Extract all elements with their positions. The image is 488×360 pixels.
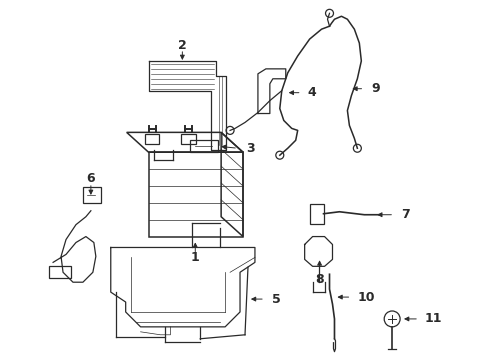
Text: 2: 2 — [178, 39, 186, 51]
Text: 8: 8 — [315, 273, 323, 286]
Text: 9: 9 — [370, 82, 379, 95]
Bar — [309, 204, 323, 224]
Text: 4: 4 — [307, 86, 316, 99]
Bar — [83, 187, 101, 203]
Text: 5: 5 — [271, 293, 280, 306]
Text: 3: 3 — [245, 142, 254, 155]
Text: 6: 6 — [86, 171, 95, 185]
Text: 11: 11 — [424, 312, 442, 325]
Bar — [49, 266, 71, 278]
Text: 1: 1 — [190, 251, 199, 264]
Bar — [190, 140, 218, 152]
Text: 7: 7 — [400, 208, 409, 221]
Text: 10: 10 — [357, 291, 374, 303]
